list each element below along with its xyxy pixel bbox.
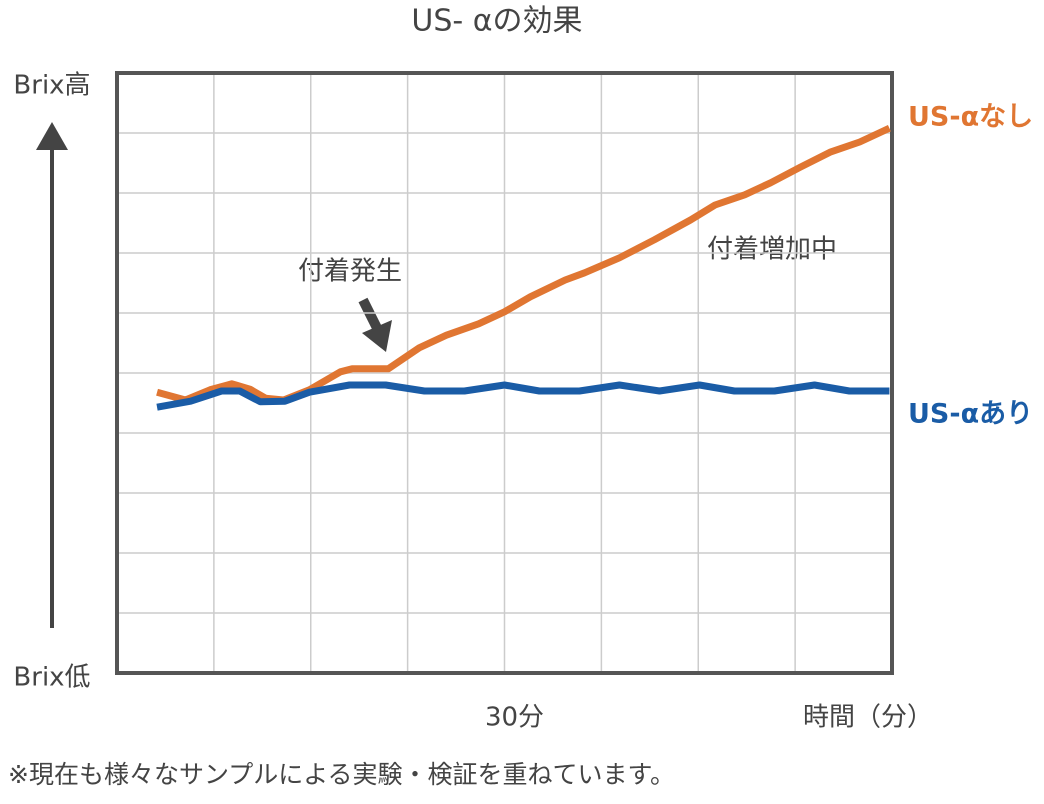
line [156,381,890,411]
chart-title: US- αの効果 [411,4,582,39]
footnote: ※現在も様々なサンプルによる実験・検証を重ねています。 [8,760,675,789]
annotation: 付着増加中 [707,235,837,265]
annotation: 付着発生 [298,257,402,287]
x-tick-label: 30分 [485,703,544,733]
legend-label: US-αあり [908,399,1033,430]
y-label-bottom: Brix低 [13,663,90,693]
plot-frame [115,71,894,675]
up-arrow-head [36,122,68,150]
annotation-arrow [358,297,392,352]
legend-label: US-αなし [908,102,1033,133]
y-label-top: Brix高 [13,71,90,101]
line [156,125,891,404]
x-axis-label: 時間（分） [803,703,933,733]
